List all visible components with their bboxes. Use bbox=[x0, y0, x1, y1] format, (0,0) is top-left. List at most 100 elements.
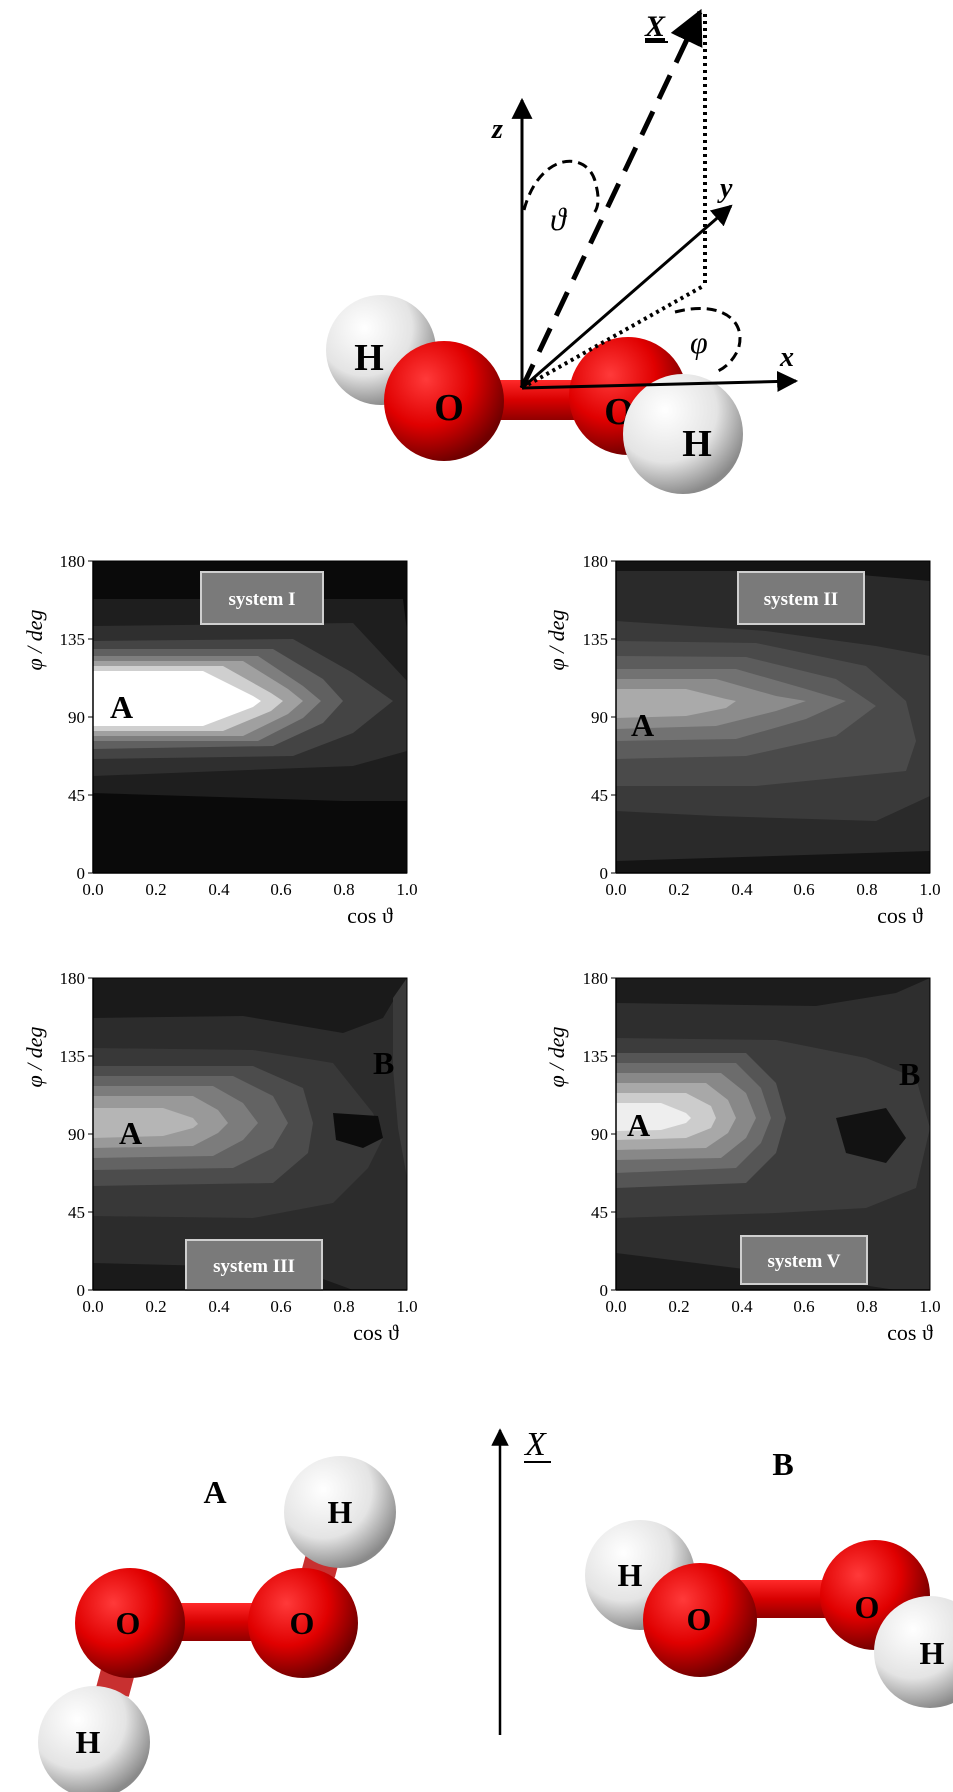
oxygen-atom-left bbox=[384, 341, 504, 461]
svg-text:1.0: 1.0 bbox=[919, 880, 940, 899]
svg-text:0: 0 bbox=[77, 1281, 86, 1300]
oxygen-atom-a-left bbox=[75, 1568, 185, 1678]
contour-plot-system-1: system I A 180 135 90 45 0 φ / deg 0.0 0… bbox=[22, 552, 418, 928]
svg-text:180: 180 bbox=[583, 969, 609, 988]
svg-text:0.4: 0.4 bbox=[208, 1297, 230, 1316]
oxygen-atom-a-right bbox=[248, 1568, 358, 1678]
atom-label-h2: H bbox=[682, 423, 712, 465]
coordinate-diagram: H O O H z y x X ϑ φ bbox=[326, 8, 799, 494]
conformer-diagram: H H O O A X H O O H B bbox=[38, 1426, 953, 1792]
atom-label-b-o-left: O bbox=[687, 1601, 712, 1637]
svg-text:180: 180 bbox=[60, 969, 86, 988]
x-axis-label: cos ϑ bbox=[353, 1320, 399, 1345]
svg-text:180: 180 bbox=[60, 552, 86, 571]
phi-arc bbox=[674, 306, 742, 374]
svg-text:0.0: 0.0 bbox=[605, 880, 626, 899]
svg-text:0.6: 0.6 bbox=[793, 880, 814, 899]
contour-plot-system-5: system V A B 180 135 90 45 0 φ / deg 0.0… bbox=[544, 969, 941, 1345]
svg-text:0.0: 0.0 bbox=[82, 880, 103, 899]
system-badge: system II bbox=[764, 589, 838, 610]
hydrogen-atom-a-bottom bbox=[38, 1686, 150, 1792]
theta-arc bbox=[522, 159, 600, 217]
x-axis: 0.0 0.2 0.4 0.6 0.8 1.0 cos ϑ bbox=[605, 1289, 941, 1345]
svg-text:0.6: 0.6 bbox=[270, 1297, 291, 1316]
svg-text:0.0: 0.0 bbox=[605, 1297, 626, 1316]
system-badge: system I bbox=[228, 589, 295, 610]
x-axis: 0.0 0.2 0.4 0.6 0.8 1.0 cos ϑ bbox=[605, 872, 941, 928]
x-axis-arrow bbox=[521, 370, 799, 392]
svg-text:0: 0 bbox=[600, 1281, 609, 1300]
z-axis-label: z bbox=[491, 114, 503, 145]
y-axis-label: y bbox=[717, 173, 733, 204]
atom-label-a-h-bottom: H bbox=[76, 1724, 101, 1760]
svg-text:0.2: 0.2 bbox=[145, 1297, 166, 1316]
system-badge: system V bbox=[767, 1251, 840, 1272]
region-label-a: A bbox=[631, 707, 654, 743]
atom-label-a-o-left: O bbox=[116, 1605, 141, 1641]
x-axis: 0.0 0.2 0.4 0.6 0.8 1.0 cos ϑ bbox=[82, 872, 418, 928]
y-axis: 180 135 90 45 0 φ / deg bbox=[22, 552, 94, 883]
svg-text:45: 45 bbox=[591, 786, 608, 805]
svg-text:135: 135 bbox=[583, 1047, 609, 1066]
conformer-b-label: B bbox=[772, 1446, 793, 1482]
atom-label-b-h-right: H bbox=[920, 1635, 945, 1671]
contour-plot-system-3: system III A B 180 135 90 45 0 φ / deg 0… bbox=[22, 969, 418, 1345]
svg-text:90: 90 bbox=[591, 1125, 608, 1144]
svg-text:135: 135 bbox=[60, 1047, 86, 1066]
x-axis: 0.0 0.2 0.4 0.6 0.8 1.0 cos ϑ bbox=[82, 1289, 418, 1345]
x-axis-label: x bbox=[779, 342, 794, 373]
plot-area: system II A bbox=[615, 560, 931, 874]
y-axis-arrow bbox=[521, 204, 733, 390]
y-axis-label: φ / deg bbox=[544, 1026, 569, 1087]
svg-text:90: 90 bbox=[591, 708, 608, 727]
y-axis: 180 135 90 45 0 φ / deg bbox=[22, 969, 94, 1300]
x-axis-label: cos ϑ bbox=[887, 1320, 933, 1345]
contour-plot-system-2: system II A 180 135 90 45 0 φ / deg 0.0 … bbox=[544, 552, 941, 928]
atom-label-h1: H bbox=[354, 337, 384, 379]
region-label-b: B bbox=[373, 1045, 394, 1081]
y-axis: 180 135 90 45 0 φ / deg bbox=[544, 552, 617, 883]
x-axis-label: cos ϑ bbox=[877, 903, 923, 928]
conformer-b: H O O H B bbox=[585, 1446, 953, 1708]
svg-text:135: 135 bbox=[583, 630, 609, 649]
y-axis-label: φ / deg bbox=[22, 609, 47, 670]
svg-text:0.4: 0.4 bbox=[208, 880, 230, 899]
svg-text:0.6: 0.6 bbox=[270, 880, 291, 899]
atom-label-o1: O bbox=[434, 387, 464, 429]
y-axis-label: φ / deg bbox=[544, 609, 569, 670]
plot-area: system V A B bbox=[615, 977, 931, 1291]
svg-text:0: 0 bbox=[77, 864, 86, 883]
X-vector-arrow bbox=[519, 8, 703, 390]
svg-text:0.2: 0.2 bbox=[145, 880, 166, 899]
plot-area: system III A B bbox=[92, 977, 408, 1291]
svg-text:0.8: 0.8 bbox=[333, 1297, 354, 1316]
system-badge: system III bbox=[213, 1256, 295, 1277]
atom-label-a-h-top: H bbox=[328, 1494, 353, 1530]
svg-text:1.0: 1.0 bbox=[396, 880, 417, 899]
svg-text:45: 45 bbox=[591, 1203, 608, 1222]
y-axis: 180 135 90 45 0 φ / deg bbox=[544, 969, 617, 1300]
conformer-a-label: A bbox=[203, 1474, 226, 1510]
svg-text:135: 135 bbox=[60, 630, 86, 649]
hydrogen-atom-front bbox=[623, 374, 743, 494]
svg-text:0.6: 0.6 bbox=[793, 1297, 814, 1316]
hydrogen-atom-a-top bbox=[284, 1456, 396, 1568]
svg-text:0.4: 0.4 bbox=[731, 1297, 753, 1316]
svg-text:1.0: 1.0 bbox=[919, 1297, 940, 1316]
region-label-a: A bbox=[110, 689, 133, 725]
svg-text:0.2: 0.2 bbox=[668, 880, 689, 899]
hydrogen-atom-b-right bbox=[874, 1596, 953, 1708]
theta-label: ϑ bbox=[550, 201, 568, 237]
region-label-a: A bbox=[627, 1107, 650, 1143]
svg-text:90: 90 bbox=[68, 1125, 85, 1144]
X-vector-label: X bbox=[644, 10, 666, 43]
atom-label-a-o-right: O bbox=[290, 1605, 315, 1641]
atom-label-b-h-left: H bbox=[618, 1557, 643, 1593]
svg-text:45: 45 bbox=[68, 1203, 85, 1222]
svg-text:90: 90 bbox=[68, 708, 85, 727]
y-axis-label: φ / deg bbox=[22, 1026, 47, 1087]
phi-label: φ bbox=[690, 324, 708, 360]
svg-text:1.0: 1.0 bbox=[396, 1297, 417, 1316]
x-axis-label: cos ϑ bbox=[347, 903, 393, 928]
svg-text:0.4: 0.4 bbox=[731, 880, 753, 899]
